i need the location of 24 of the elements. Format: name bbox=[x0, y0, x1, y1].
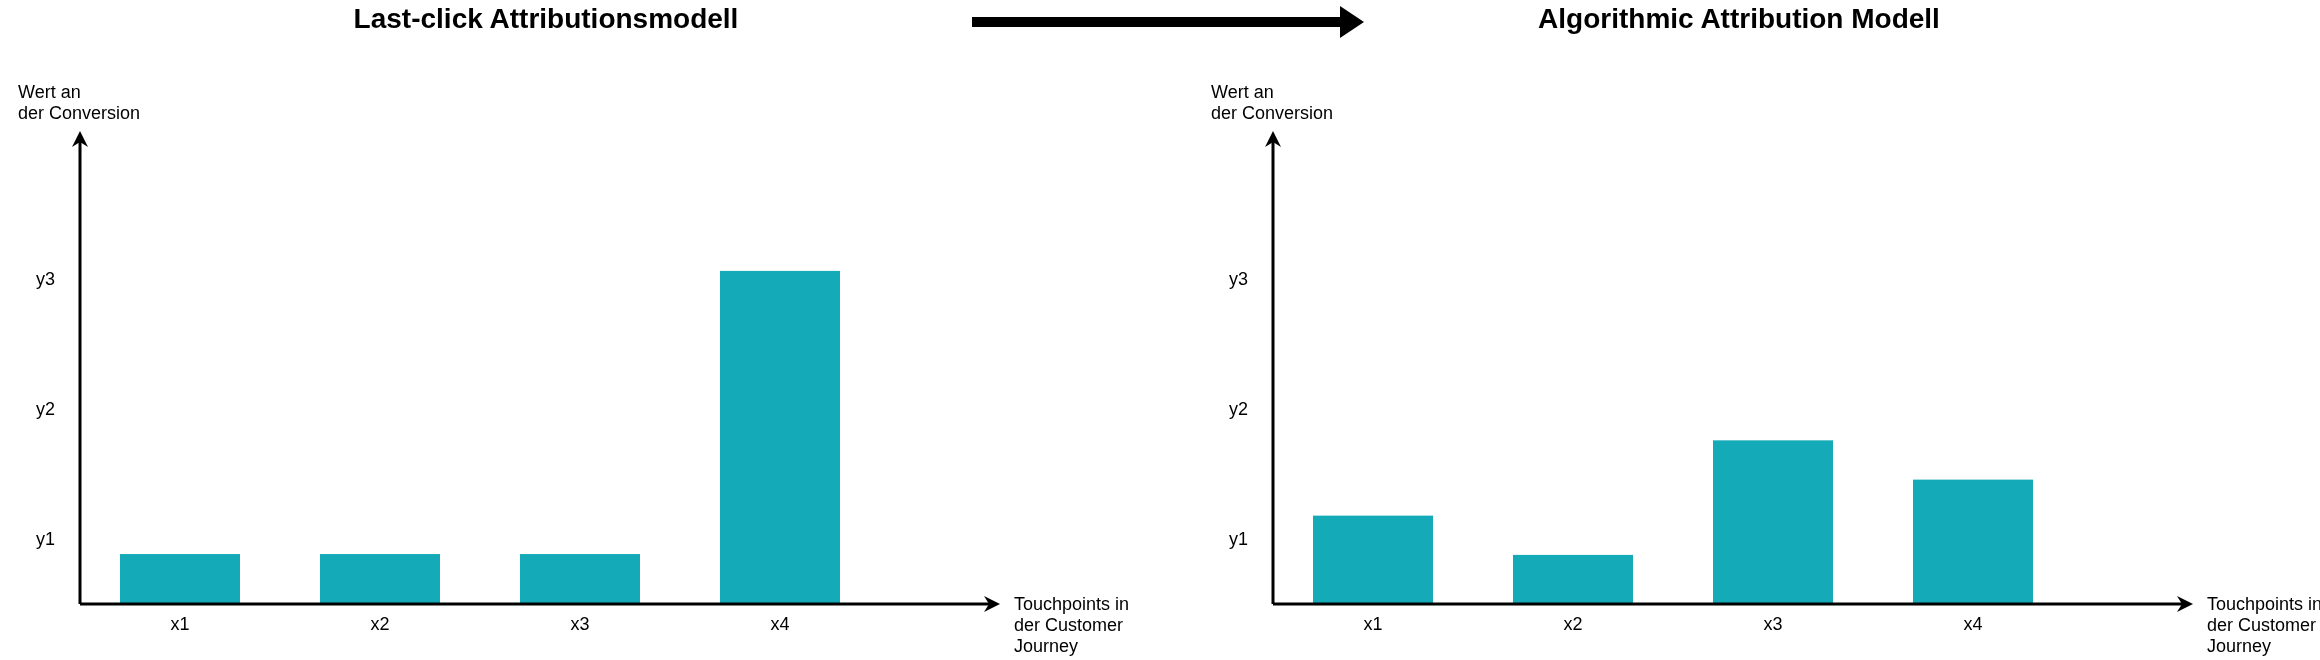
y-axis-title: Wert an der Conversion bbox=[1211, 82, 1334, 123]
bar bbox=[1513, 554, 1633, 604]
text: y1 bbox=[35, 529, 55, 550]
text: y1 bbox=[1228, 529, 1248, 550]
x-tick-label: x4 bbox=[1963, 614, 1983, 634]
text: y3 bbox=[35, 269, 55, 290]
x-tick-label: x4 bbox=[770, 614, 790, 634]
x-tick-label: x1 bbox=[170, 614, 190, 634]
chart-title: Last-click Attributionsmodell bbox=[353, 3, 739, 34]
text: y2 bbox=[1228, 399, 1248, 420]
x-tick-label: x1 bbox=[1363, 614, 1383, 634]
bar bbox=[1713, 440, 1833, 604]
x-axis-title: Touchpoints in der Customer Journey bbox=[2207, 594, 2320, 656]
text: y3 bbox=[1228, 269, 1248, 290]
y-axis-title: Wert an der Conversion bbox=[18, 82, 141, 123]
x-tick-label: x3 bbox=[570, 614, 590, 634]
x-tick-label: x2 bbox=[1563, 614, 1583, 634]
bar bbox=[1313, 515, 1433, 604]
x-axis-title: Touchpoints in der Customer Journey bbox=[1014, 594, 1130, 656]
bar bbox=[1913, 479, 2033, 604]
x-tick-label: x2 bbox=[370, 614, 390, 634]
chart-title: Algorithmic Attribution Modell bbox=[1538, 3, 1940, 34]
text: y2 bbox=[35, 399, 55, 420]
x-tick-label: x3 bbox=[1763, 614, 1783, 634]
